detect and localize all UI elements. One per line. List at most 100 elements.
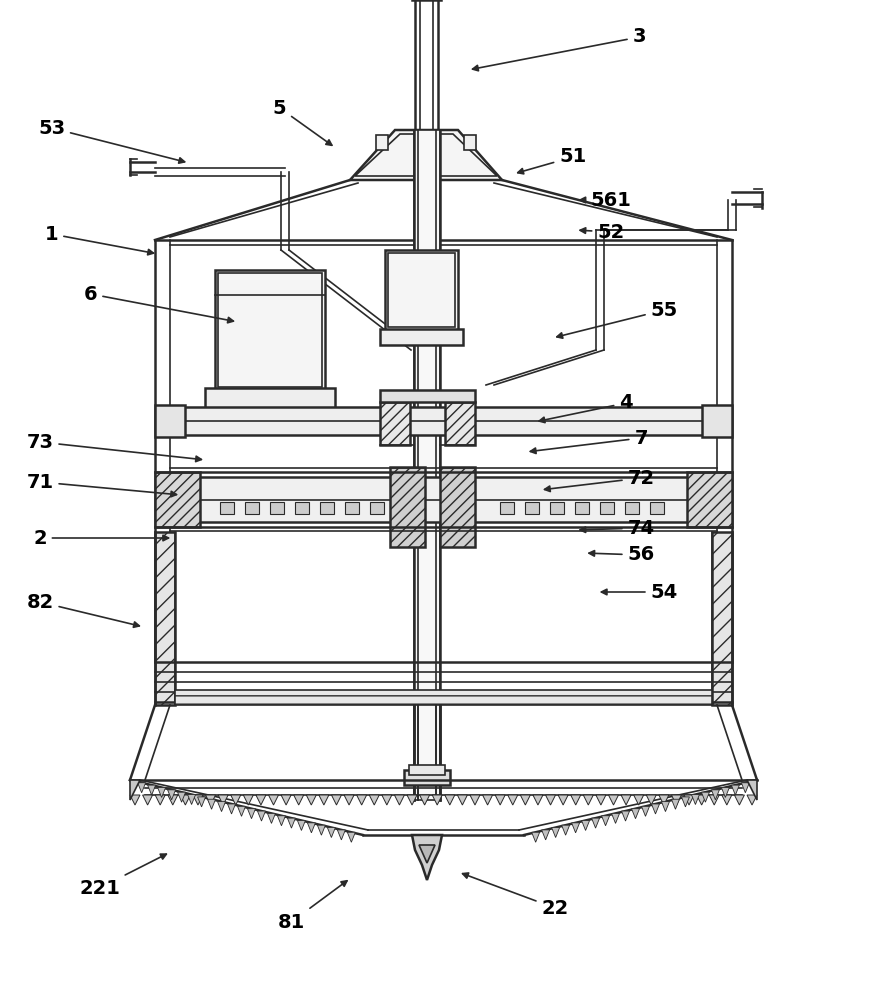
Polygon shape (130, 780, 140, 800)
Bar (345, 502, 359, 514)
Bar (220, 502, 234, 514)
Polygon shape (277, 816, 285, 826)
Polygon shape (646, 795, 656, 805)
Polygon shape (337, 830, 345, 840)
Text: 221: 221 (79, 854, 166, 898)
Polygon shape (297, 820, 305, 830)
Polygon shape (155, 795, 165, 805)
Text: 3: 3 (472, 27, 646, 71)
Polygon shape (612, 813, 620, 823)
Polygon shape (306, 795, 316, 805)
Polygon shape (659, 795, 669, 805)
Polygon shape (692, 795, 700, 805)
Bar (409, 765, 445, 775)
Bar (295, 502, 309, 514)
Polygon shape (158, 787, 166, 797)
Polygon shape (227, 804, 235, 814)
Text: 5: 5 (273, 99, 332, 145)
Bar (388, 253, 455, 327)
Polygon shape (138, 783, 146, 793)
Polygon shape (267, 813, 275, 823)
Polygon shape (369, 795, 379, 805)
Text: 2: 2 (33, 528, 169, 548)
Polygon shape (741, 783, 749, 793)
Text: 7: 7 (530, 428, 648, 454)
Bar (464, 135, 476, 150)
Polygon shape (571, 795, 581, 805)
Polygon shape (711, 790, 719, 800)
Text: 81: 81 (278, 881, 347, 932)
Polygon shape (631, 809, 639, 819)
Polygon shape (319, 795, 329, 805)
Polygon shape (734, 795, 744, 805)
Text: 4: 4 (539, 393, 633, 423)
Polygon shape (281, 795, 291, 805)
Polygon shape (532, 832, 540, 842)
Polygon shape (542, 830, 550, 840)
Polygon shape (641, 806, 649, 816)
Text: 53: 53 (38, 118, 185, 163)
Text: 72: 72 (544, 468, 654, 492)
Polygon shape (350, 130, 502, 180)
Polygon shape (168, 795, 178, 805)
Bar (440, 467, 475, 547)
Polygon shape (470, 795, 480, 805)
Polygon shape (652, 804, 660, 814)
Polygon shape (696, 795, 707, 805)
Polygon shape (218, 795, 228, 805)
Text: 71: 71 (27, 473, 177, 497)
Bar (170, 407, 717, 435)
Bar (218, 273, 322, 387)
Polygon shape (671, 799, 679, 809)
Bar (550, 502, 564, 514)
Polygon shape (147, 785, 155, 795)
Polygon shape (243, 795, 253, 805)
Bar (445, 402, 475, 445)
Polygon shape (596, 795, 606, 805)
Polygon shape (394, 795, 404, 805)
Bar (525, 502, 539, 514)
Bar (600, 502, 614, 514)
Polygon shape (721, 787, 729, 797)
Polygon shape (420, 795, 430, 805)
Polygon shape (622, 811, 630, 821)
Polygon shape (508, 795, 518, 805)
Polygon shape (583, 795, 593, 805)
Polygon shape (747, 780, 757, 800)
Text: 561: 561 (580, 190, 631, 210)
Polygon shape (545, 795, 556, 805)
Bar (380, 329, 463, 345)
Polygon shape (684, 795, 694, 805)
Polygon shape (294, 795, 304, 805)
Bar (170, 477, 717, 522)
Polygon shape (634, 795, 644, 805)
Polygon shape (193, 795, 203, 805)
Bar (155, 405, 185, 437)
Polygon shape (288, 818, 296, 828)
Bar (270, 502, 284, 514)
Bar (370, 502, 384, 514)
Polygon shape (187, 795, 195, 805)
Text: 51: 51 (518, 147, 586, 174)
Polygon shape (382, 795, 392, 805)
Polygon shape (180, 795, 190, 805)
Text: 22: 22 (463, 873, 568, 918)
Polygon shape (419, 845, 435, 863)
Polygon shape (572, 823, 580, 833)
Bar (155, 532, 175, 705)
Polygon shape (237, 806, 245, 816)
Polygon shape (482, 795, 493, 805)
Polygon shape (496, 795, 505, 805)
Text: 1: 1 (44, 225, 154, 255)
Bar (385, 250, 458, 330)
Text: 55: 55 (557, 300, 678, 338)
Polygon shape (143, 795, 153, 805)
Polygon shape (591, 818, 599, 828)
Polygon shape (445, 795, 455, 805)
Text: 82: 82 (27, 592, 139, 627)
Bar (380, 402, 410, 445)
Polygon shape (432, 795, 442, 805)
Polygon shape (681, 797, 689, 807)
Bar (500, 502, 514, 514)
Polygon shape (258, 811, 266, 821)
